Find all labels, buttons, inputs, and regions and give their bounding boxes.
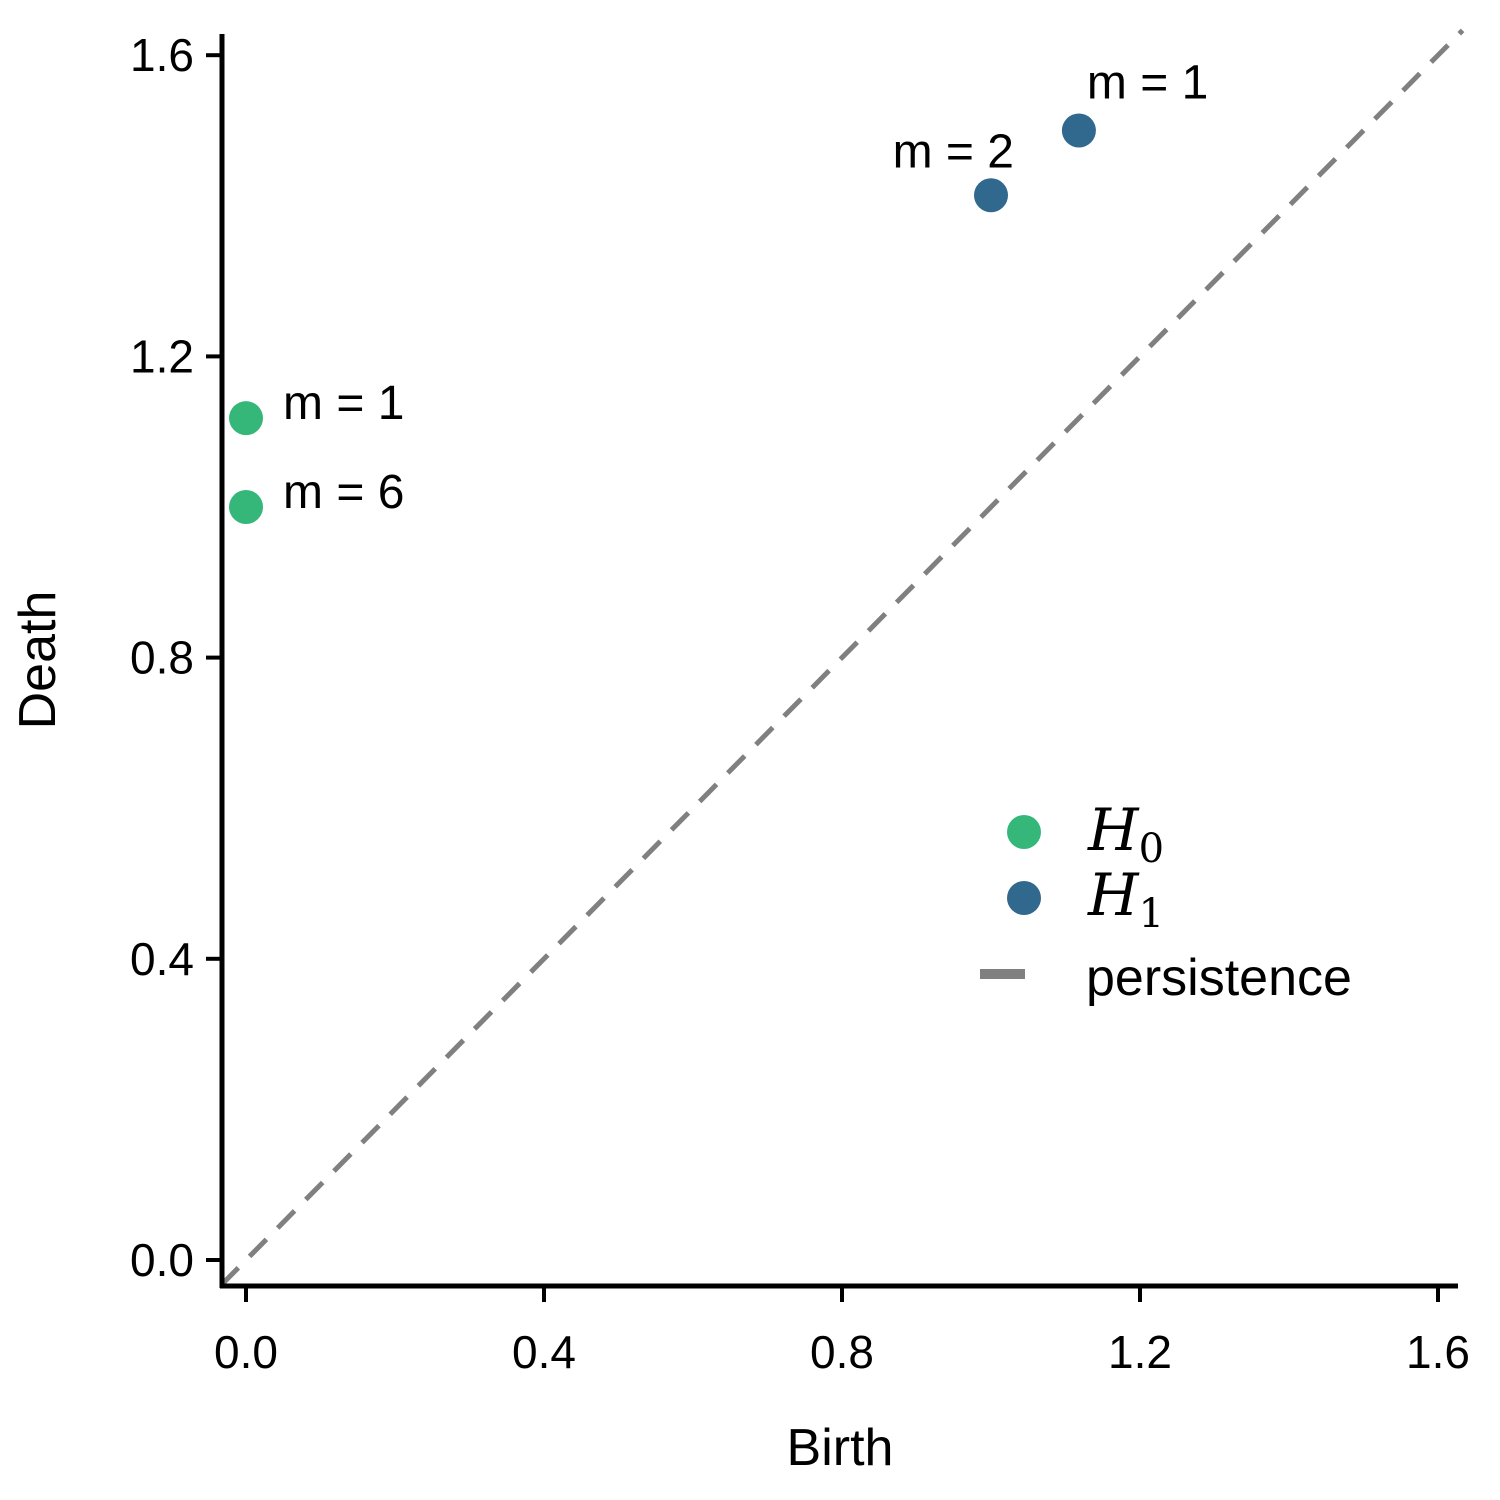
point-label: m = 6 bbox=[283, 466, 404, 519]
x-tick-label: 0.8 bbox=[810, 1326, 874, 1378]
x-tick-label: 0.4 bbox=[512, 1326, 576, 1378]
y-tick-label: 1.2 bbox=[130, 330, 194, 382]
point-label: m = 1 bbox=[1087, 57, 1208, 110]
point-label: m = 2 bbox=[893, 125, 1014, 178]
data-point-h0 bbox=[229, 490, 263, 524]
persistence-line bbox=[219, 28, 1465, 1287]
x-tick-label: 1.6 bbox=[1406, 1326, 1470, 1378]
legend-h1-label: H1 bbox=[1087, 861, 1164, 937]
data-point-h0 bbox=[229, 401, 263, 436]
y-tick-label: 0.4 bbox=[130, 933, 194, 985]
x-tick-label: 0.0 bbox=[214, 1326, 278, 1378]
data-point-h1 bbox=[974, 178, 1008, 213]
y-tick-label: 0.0 bbox=[130, 1234, 194, 1286]
x-tick-label: 1.2 bbox=[1108, 1326, 1172, 1378]
legend-h0-marker bbox=[1007, 815, 1041, 849]
legend-h0-label: H0 bbox=[1087, 796, 1164, 872]
legend-h1-marker bbox=[1007, 881, 1041, 915]
legend-persistence-label: persistence bbox=[1086, 949, 1352, 1007]
y-tick-label: 0.8 bbox=[130, 632, 194, 684]
data-point-h1 bbox=[1061, 113, 1096, 148]
point-label: m = 1 bbox=[283, 377, 404, 430]
y-axis-title: Death bbox=[9, 591, 67, 730]
y-tick-label: 1.6 bbox=[130, 29, 194, 81]
x-axis-title: Birth bbox=[787, 1419, 894, 1477]
legend: H0 H1 persistence bbox=[980, 796, 1352, 1007]
